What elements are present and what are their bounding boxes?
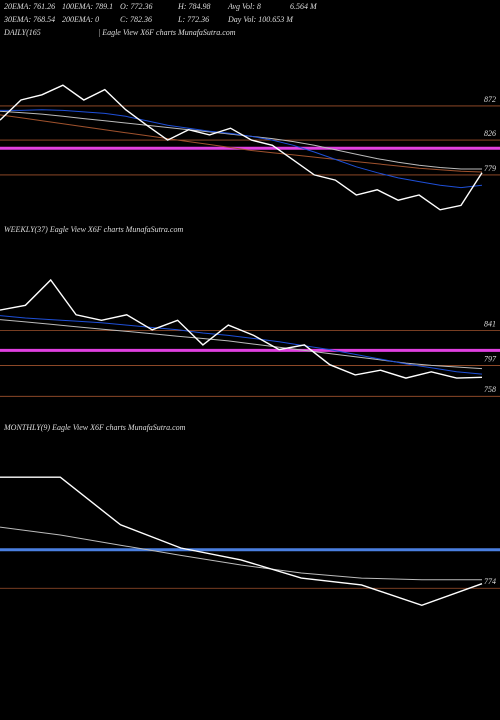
price-line [0,315,483,375]
header-stat: 100EMA: 789.1 [62,2,113,11]
header-stat: C: 782.36 [120,15,152,24]
header-stat: 6.564 M [290,2,318,11]
y-tick-label: 774 [484,577,496,586]
header-stat: Avg Vol: 8 [227,2,261,11]
header-stat: 200EMA: 0 [62,15,99,24]
price-line [0,526,482,581]
price-line [0,114,483,173]
y-tick-label: 797 [484,354,497,363]
price-line [0,319,483,370]
y-tick-label: 779 [484,164,496,173]
y-tick-label: 758 [484,385,496,394]
y-tick-label: 826 [484,129,496,138]
header-stat: L: 772.36 [177,15,209,24]
panel-title: WEEKLY(37) Eagle View X6F charts MunafaS… [4,225,183,234]
y-tick-label: 872 [484,95,496,104]
header-stat: O: 772.36 [120,2,152,11]
y-tick-label: 841 [484,319,496,328]
header-stat: H: 784.98 [177,2,210,11]
header-stat: Day Vol: 100.653 M [227,15,294,24]
price-line [0,278,483,379]
price-line [0,476,483,607]
panel-subtitle: | Eagle View X6F charts MunafaSutra.com [98,28,236,37]
header-stat: 30EMA: 768.54 [3,15,55,24]
panel-title: DAILY(165 [3,28,41,37]
panel-title: MONTHLY(9) Eagle View X6F charts MunafaS… [3,423,186,432]
price-line [0,84,483,211]
header-stat: 20EMA: 761.26 [4,2,55,11]
